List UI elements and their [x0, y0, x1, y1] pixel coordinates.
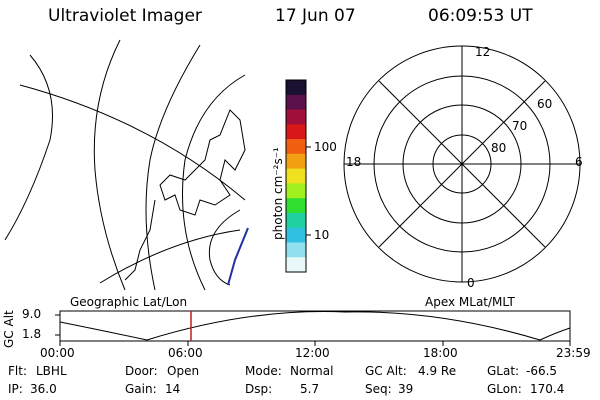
polar-plot [343, 45, 581, 283]
info-gcalt-label: GC Alt: [365, 364, 407, 378]
info-seq-label: Seq: [365, 382, 392, 396]
colorbar-segment [286, 257, 306, 273]
timeline-tick-2: 12:00 [295, 346, 330, 360]
colorbar-segment [286, 212, 306, 229]
info-glat-label: GLat: [487, 364, 520, 378]
map-grid-line [208, 209, 241, 286]
colorbar-segment [286, 109, 306, 125]
colorbar-segment [286, 153, 306, 170]
colorbar-segment [286, 198, 306, 214]
map-grid-line [145, 44, 201, 291]
info-glon-value: 170.4 [530, 382, 565, 396]
polar-label-6: 6 [575, 155, 583, 169]
info-ip-label: IP: [8, 382, 23, 396]
info-glat-value: -66.5 [526, 364, 558, 378]
geographic-map [4, 39, 249, 291]
coastline-highlight [227, 227, 249, 286]
polar-label-80: 80 [491, 141, 507, 155]
timeline-tick-0: 00:00 [40, 346, 75, 360]
map-grid-line [19, 84, 246, 201]
timeline-tick-1: 06:00 [168, 346, 203, 360]
colorbar-frame [285, 79, 307, 273]
timeline-y-bottom: 1.8 [22, 327, 42, 341]
colorbar-segment [286, 124, 306, 140]
altitude-curve [59, 311, 571, 341]
info-gain-value: 14 [165, 382, 181, 396]
info-mode-label: Mode: [245, 364, 282, 378]
map-grid-line [93, 39, 126, 291]
polar-label-0: 0 [467, 276, 475, 290]
colorbar-segment [286, 183, 306, 199]
polar-label-70: 70 [512, 119, 528, 133]
colorbar-unit-label: photon cm⁻²s⁻¹ [271, 147, 285, 240]
colorbar-tick-100: 100 [314, 140, 337, 154]
info-door-value: Open [167, 364, 200, 378]
colorbar-segment [286, 94, 306, 111]
info-mode-value: Normal [290, 364, 334, 378]
map-grid-line [4, 54, 53, 241]
colorbar-segment [286, 227, 306, 243]
polar-diagonal [378, 80, 546, 248]
info-flt-value: LBHL [36, 364, 67, 378]
timeline-tick-4: 23:59 [556, 346, 591, 360]
info-dsp-label: Dsp: [245, 382, 273, 396]
apex-panel-label: Apex MLat/MLT [425, 295, 515, 309]
timeline-y-label: GC Alt [2, 310, 16, 348]
polar-label-18: 18 [346, 155, 362, 169]
map-grid-line [99, 229, 241, 284]
timeline-tick-3: 18:00 [423, 346, 458, 360]
colorbar-segment [286, 139, 306, 155]
info-gcalt-value: 4.9 Re [418, 364, 457, 378]
colorbar [286, 80, 306, 273]
polar-label-60: 60 [537, 97, 553, 111]
info-glon-label: GLon: [487, 382, 522, 396]
info-ip-value: 36.0 [30, 382, 57, 396]
info-flt-label: Flt: [8, 364, 27, 378]
geo-panel-label: Geographic Lat/Lon [70, 295, 188, 309]
timeline-frame [59, 310, 571, 342]
colorbar-segment [286, 80, 306, 96]
colorbar-segment [286, 168, 306, 184]
info-door-label: Door: [125, 364, 158, 378]
colorbar-segment [286, 242, 306, 258]
map-grid-line [182, 74, 246, 291]
coastline [159, 109, 246, 216]
header-date: 17 Jun 07 [275, 6, 356, 26]
info-seq-value: 39 [398, 382, 414, 396]
colorbar-tick-10: 10 [314, 228, 330, 242]
coastline [124, 199, 156, 281]
info-gain-label: Gain: [125, 382, 157, 396]
header-time: 06:09:53 UT [428, 6, 533, 26]
page-title: Ultraviolet Imager [48, 6, 202, 26]
polar-label-12: 12 [475, 45, 491, 59]
timeline-y-top: 9.0 [22, 307, 42, 321]
info-dsp-value: 5.7 [300, 382, 320, 396]
